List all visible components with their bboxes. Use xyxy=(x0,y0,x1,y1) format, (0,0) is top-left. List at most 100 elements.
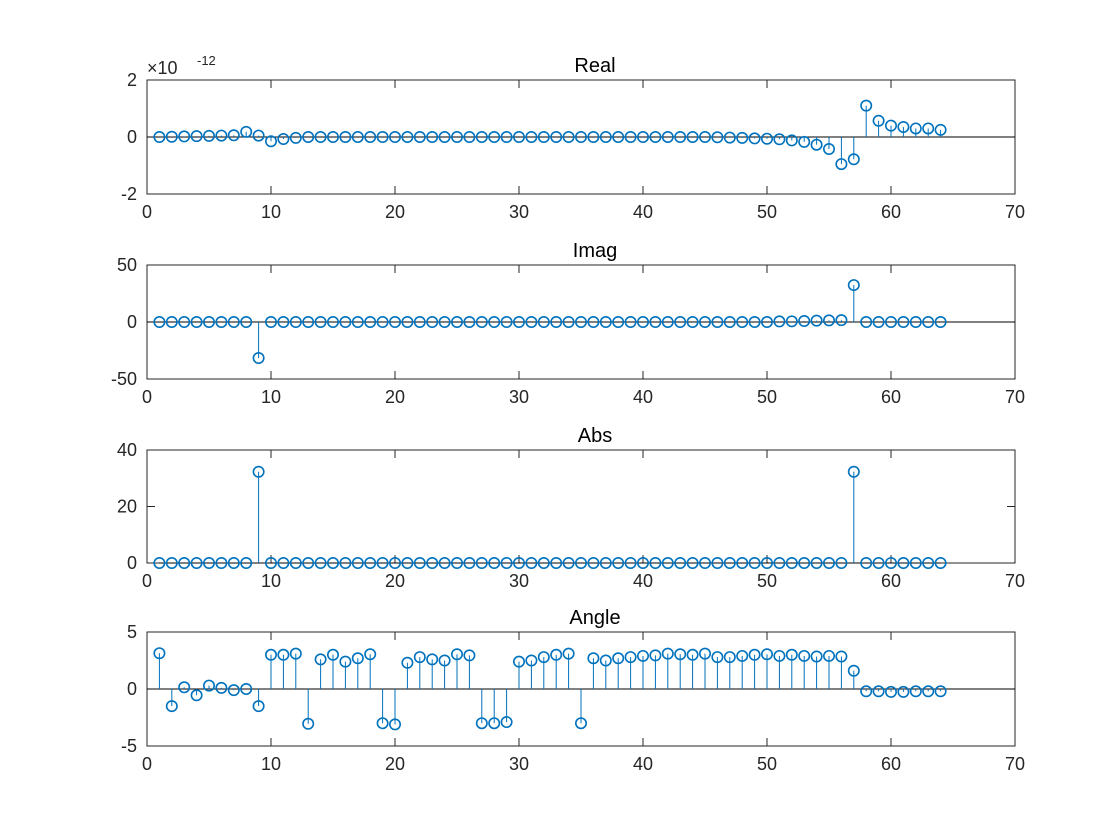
stem-marker xyxy=(674,556,687,569)
stem-marker xyxy=(773,649,786,662)
stem-marker xyxy=(215,129,228,142)
stem-marker xyxy=(364,648,377,661)
y-tick-label: 5 xyxy=(127,622,137,642)
stem-marker xyxy=(488,717,501,730)
stem-marker xyxy=(897,685,910,698)
stem-marker xyxy=(302,717,315,730)
stem-marker xyxy=(153,556,166,569)
x-tick-label: 10 xyxy=(261,754,281,774)
stem-marker xyxy=(401,656,414,669)
stem-marker xyxy=(686,315,699,328)
stem-marker xyxy=(178,315,191,328)
stem-marker xyxy=(909,556,922,569)
x-tick-label: 30 xyxy=(509,387,529,407)
stem-marker xyxy=(574,315,587,328)
y-tick-label: 50 xyxy=(117,255,137,275)
stem-marker xyxy=(760,648,773,661)
stem-marker xyxy=(426,315,439,328)
x-tick-label: 70 xyxy=(1005,202,1025,222)
x-tick-label: 50 xyxy=(757,754,777,774)
stem-marker xyxy=(388,718,401,731)
stem-marker xyxy=(599,315,612,328)
stem-marker xyxy=(537,131,550,144)
y-tick-label: 20 xyxy=(117,497,137,517)
x-tick-label: 30 xyxy=(509,754,529,774)
x-tick-label: 0 xyxy=(142,202,152,222)
stem-marker xyxy=(537,556,550,569)
stem-marker xyxy=(339,131,352,144)
stem-marker xyxy=(649,131,662,144)
stem-marker xyxy=(438,556,451,569)
stem-marker xyxy=(798,556,811,569)
stem-marker xyxy=(227,556,240,569)
x-tick-label: 50 xyxy=(757,202,777,222)
stem-marker xyxy=(599,131,612,144)
stem-marker xyxy=(289,647,302,660)
stem-marker xyxy=(475,556,488,569)
stem-marker xyxy=(500,716,513,729)
stem-marker xyxy=(748,648,761,661)
stem-marker xyxy=(847,465,860,478)
stem-marker xyxy=(884,315,897,328)
stem-marker xyxy=(698,556,711,569)
stem-marker xyxy=(922,315,935,328)
stem-marker xyxy=(661,647,674,660)
stem-marker xyxy=(884,556,897,569)
stem-marker xyxy=(612,652,625,665)
stem-marker xyxy=(264,648,277,661)
stem-marker xyxy=(884,119,897,132)
stem-marker xyxy=(277,132,290,145)
stem-marker xyxy=(711,651,724,664)
stem-marker xyxy=(463,649,476,662)
stem-marker xyxy=(574,717,587,730)
stem-marker xyxy=(500,131,513,144)
stem-marker xyxy=(463,315,476,328)
stem-marker xyxy=(748,556,761,569)
y-tick-label: 0 xyxy=(127,127,137,147)
stem-marker xyxy=(711,131,724,144)
stem-marker xyxy=(785,134,798,147)
y-tick-label: 40 xyxy=(117,440,137,460)
stem-marker xyxy=(773,556,786,569)
stem-marker xyxy=(612,556,625,569)
stem-marker xyxy=(426,131,439,144)
stem-marker xyxy=(649,556,662,569)
stem-marker xyxy=(624,315,637,328)
x-tick-label: 40 xyxy=(633,387,653,407)
stem-marker xyxy=(897,315,910,328)
stem-marker xyxy=(351,556,364,569)
stem-marker xyxy=(698,315,711,328)
stem-marker xyxy=(153,647,166,660)
stem-marker xyxy=(351,652,364,665)
stem-marker xyxy=(413,556,426,569)
exponent-power: -12 xyxy=(197,53,216,68)
stem-marker xyxy=(922,122,935,135)
stem-marker xyxy=(525,556,538,569)
stem-marker xyxy=(500,315,513,328)
stem-marker xyxy=(562,556,575,569)
stem-marker xyxy=(438,315,451,328)
x-tick-label: 50 xyxy=(757,387,777,407)
x-tick-label: 60 xyxy=(881,387,901,407)
stem-marker xyxy=(587,131,600,144)
stem-marker xyxy=(190,556,203,569)
axes-box xyxy=(146,449,1016,564)
stem-marker xyxy=(178,681,191,694)
x-tick-label: 70 xyxy=(1005,387,1025,407)
stem-marker xyxy=(674,648,687,661)
stem-marker xyxy=(426,653,439,666)
stem-marker xyxy=(686,131,699,144)
stem-marker xyxy=(748,132,761,145)
x-tick-label: 0 xyxy=(142,754,152,774)
stem-marker xyxy=(512,556,525,569)
stem-marker xyxy=(562,315,575,328)
stem-marker xyxy=(190,130,203,143)
stem-marker xyxy=(909,122,922,135)
stem-marker xyxy=(289,131,302,144)
x-tick-label: 60 xyxy=(881,202,901,222)
stem-marker xyxy=(822,314,835,327)
stem-marker xyxy=(785,315,798,328)
stem-marker xyxy=(488,131,501,144)
